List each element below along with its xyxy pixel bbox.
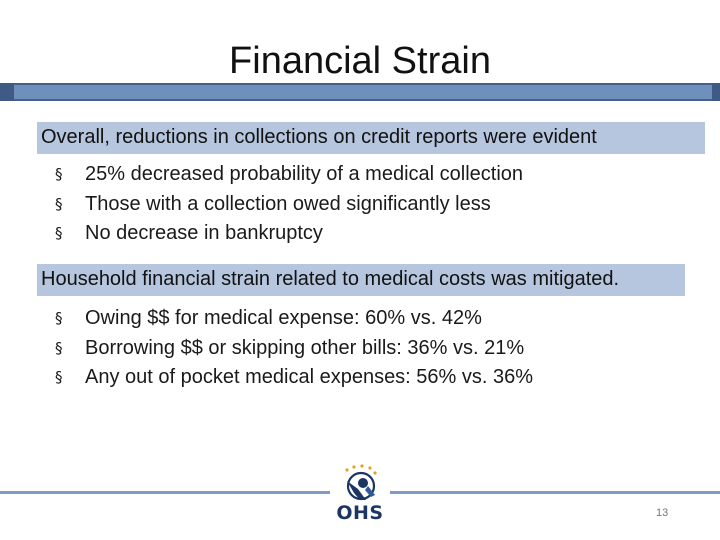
ohs-logo: OHS [330,462,390,526]
square-bullet-icon: § [55,194,63,213]
list-item: § No decrease in bankruptcy [55,219,523,249]
bullet-text: 25% decreased probability of a medical c… [85,163,524,185]
title-divider-bar [0,83,720,101]
title-divider-right-cap [712,83,720,101]
bullet-text: Those with a collection owed significant… [85,192,491,215]
square-bullet-icon: § [55,368,63,386]
bullet-text: Borrowing $$ or skipping other bills: 36… [85,336,525,359]
list-item: § Borrowing $$ or skipping other bills: 3… [55,334,533,364]
square-bullet-icon: § [55,309,63,327]
bullet-text: Any out of pocket medical expenses: 56% … [85,366,534,388]
section-header-household-strain: Household financial strain related to me… [37,264,685,296]
list-item: § 25% decreased probability of a medical … [55,160,523,190]
title-divider-left-cap [0,83,14,101]
ohs-logo-icon [345,464,377,501]
square-bullet-icon: § [55,338,63,357]
bullet-list-household-strain: § Owing $$ for medical expense: 60% vs. 4… [55,304,533,393]
square-bullet-icon: § [55,224,63,242]
list-item: § Any out of pocket medical expenses: 56%… [55,363,533,393]
bullet-list-collections: § 25% decreased probability of a medical … [55,160,523,249]
list-item: § Those with a collection owed significan… [55,190,523,220]
bullet-text: No decrease in bankruptcy [85,222,323,244]
logo-text: OHS [336,502,384,524]
list-item: § Owing $$ for medical expense: 60% vs. 4… [55,304,533,334]
bullet-text: Owing $$ for medical expense: 60% vs. 42… [85,307,482,329]
slide-title: Financial Strain [229,40,491,82]
page-number: 13 [656,507,669,519]
square-bullet-icon: § [55,165,63,183]
section-header-collections: Overall, reductions in collections on cr… [37,122,705,154]
